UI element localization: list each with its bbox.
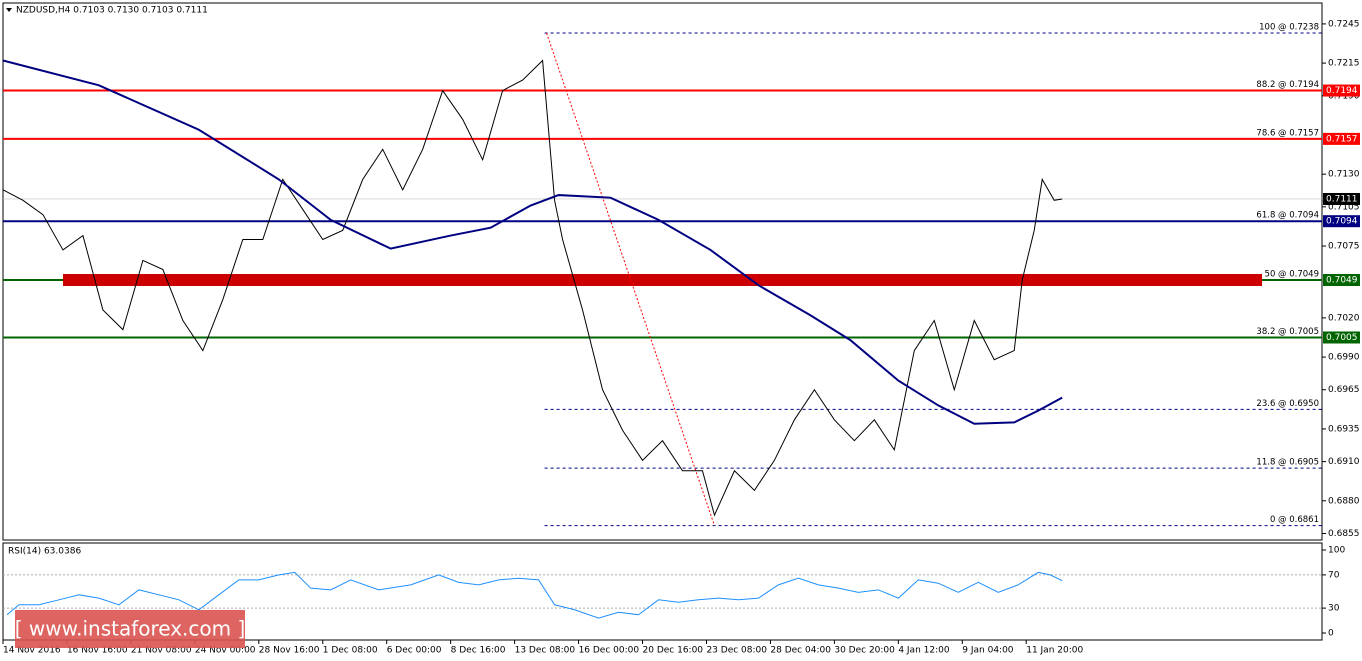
price-box-label: 0.7049 — [1326, 275, 1358, 285]
x-tick-label: 28 Dec 04:00 — [770, 646, 831, 656]
series-line — [6, 571, 1063, 619]
price-pane — [2, 2, 1323, 541]
x-tick-label: 11 Jan 20:00 — [1026, 646, 1083, 656]
chart-title: NZDUSD,H4 0.7103 0.7130 0.7103 0.7111 — [16, 6, 208, 16]
fib-label: 38.2 @ 0.7005 — [1256, 327, 1319, 337]
series-line — [2, 59, 1063, 425]
watermark: [ www.instaforex.com ] — [15, 610, 246, 648]
x-tick-label: 13 Dec 08:00 — [515, 646, 576, 656]
x-tick-label: 21 Nov 08:00 — [131, 646, 192, 656]
y-tick-label: 0.6910 — [1328, 457, 1360, 467]
x-tick-label: 30 Dec 20:00 — [834, 646, 895, 656]
y-tick-label: 0.7130 — [1328, 170, 1360, 180]
price-box — [1323, 273, 1360, 286]
price-box-label: 0.7005 — [1326, 333, 1358, 343]
y-tick-label: 70 — [1328, 570, 1340, 580]
y-tick-label: 0.6965 — [1328, 385, 1360, 395]
y-tick-label: 0.7075 — [1328, 242, 1360, 252]
level-band — [62, 273, 1263, 286]
price-box — [1323, 84, 1360, 97]
fib-label: 50 @ 0.7049 — [1265, 269, 1319, 279]
price-box — [1323, 215, 1360, 228]
fib-label: 23.6 @ 0.6950 — [1256, 399, 1319, 409]
x-tick-label: 14 Nov 2016 — [3, 646, 61, 656]
y-tick-label: 0.7215 — [1328, 59, 1360, 69]
fib-label: 78.6 @ 0.7157 — [1256, 128, 1319, 138]
fib-label: 11.8 @ 0.6905 — [1256, 458, 1319, 468]
y-tick-label: 0.7245 — [1328, 19, 1360, 29]
x-tick-label: 20 Dec 16:00 — [643, 646, 704, 656]
rsi-title: RSI(14) 63.0386 — [8, 547, 81, 557]
x-tick-label: 9 Jan 04:00 — [962, 646, 1014, 656]
price-box-label: 0.7111 — [1326, 194, 1358, 204]
y-tick-label: 30 — [1328, 604, 1340, 614]
watermark-box — [15, 610, 245, 648]
menu-arrow — [6, 8, 12, 12]
x-tick-label: 23 Dec 08:00 — [706, 646, 767, 656]
fib-label: 0 @ 0.6861 — [1270, 515, 1319, 525]
x-tick-label: 8 Dec 16:00 — [451, 646, 506, 656]
y-tick-label: 0.6935 — [1328, 424, 1360, 434]
y-tick-label: 100 — [1328, 545, 1345, 555]
y-tick-label: 0.6990 — [1328, 353, 1360, 363]
x-tick-label: 24 Nov 00:00 — [195, 646, 256, 656]
x-tick-label: 16 Dec 00:00 — [579, 646, 640, 656]
fib-label: 61.8 @ 0.7094 — [1256, 211, 1319, 221]
x-tick-label: 1 Dec 08:00 — [323, 646, 378, 656]
price-box — [1323, 331, 1360, 344]
fib-trend — [546, 32, 715, 526]
y-tick-label: 0.6855 — [1328, 529, 1360, 539]
x-tick-label: 16 Nov 16:00 — [67, 646, 128, 656]
price-box — [1323, 132, 1360, 145]
y-tick-label: 0.7020 — [1328, 313, 1360, 323]
x-tick-label: 6 Dec 00:00 — [387, 646, 442, 656]
y-tick-label: 0.6880 — [1328, 496, 1360, 506]
price-box-label: 0.7157 — [1326, 134, 1358, 144]
x-tick-label: 28 Nov 16:00 — [259, 646, 320, 656]
watermark-text: [ www.instaforex.com ] — [15, 617, 246, 641]
series-line — [2, 59, 1063, 517]
fib-label: 100 @ 0.7238 — [1259, 23, 1319, 33]
fib-label: 88.2 @ 0.7194 — [1256, 80, 1319, 90]
price-box-label: 0.7094 — [1326, 217, 1358, 227]
price-box — [1323, 192, 1360, 205]
y-tick-label: 0 — [1328, 629, 1334, 639]
price-box-label: 0.7194 — [1326, 86, 1358, 96]
x-tick-label: 4 Jan 12:00 — [898, 646, 950, 656]
y-tick-label: 0.7105 — [1328, 202, 1360, 212]
